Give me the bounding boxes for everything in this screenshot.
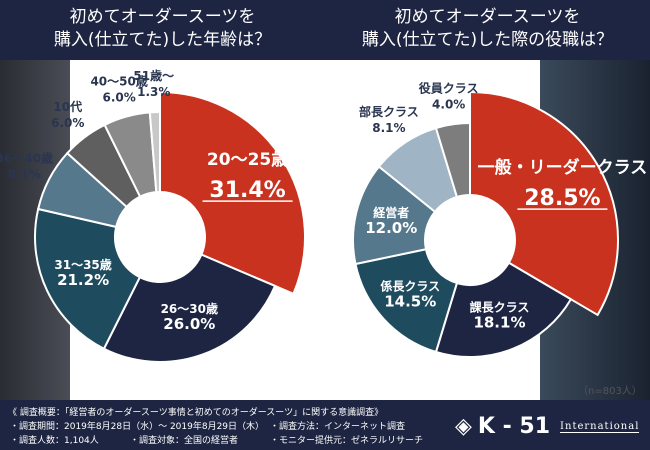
category-label: 係長クラス [380, 279, 440, 294]
category-label: 一般・リーダークラス [478, 157, 648, 178]
survey-period: ・調査期間：2019年8月28日（水）〜 2019年8月29日（木） [10, 422, 265, 432]
value-label: 21.2% [57, 271, 109, 289]
category-label: 31〜35歳 [54, 257, 111, 272]
category-label: 10代 [53, 99, 82, 114]
left-chart-title: 初めてオーダースーツを 購入(仕立てた)した年齢は？ [53, 7, 272, 50]
survey-target: ・調査対象：全国の経営者 [130, 436, 239, 446]
value-label: 6.0% [103, 91, 136, 105]
value-label: 18.1% [473, 313, 525, 331]
donut-slice [434, 121, 471, 199]
category-label: 20〜25歳 [207, 149, 288, 170]
donut-slice [354, 248, 459, 354]
donut-slice [102, 253, 277, 363]
header: 初めてオーダースーツを 購入(仕立てた)した年齢は？ 初めてオーダースーツを 購入(… [0, 0, 650, 60]
value-label: 28.5% [524, 186, 600, 211]
footer: 《 調査概要：「経営者のオーダースーツ事情と初めてのオーダースーツ」に関する意識… [0, 400, 650, 450]
category-label: 部長クラス [359, 104, 419, 119]
category-label: 役員クラス [419, 81, 479, 96]
value-label: 4.0% [432, 98, 465, 112]
survey-count: ・調査人数：1,104人 [10, 436, 99, 446]
value-label: 31.4% [209, 178, 285, 203]
survey-title: 《 調査概要：「経営者のオーダースーツ事情と初めてのオーダースーツ」に関する意識… [8, 408, 384, 418]
survey-method: ・調査方法：インターネット調査 [270, 422, 406, 432]
donut-slice [469, 90, 619, 317]
value-label: 8.1% [8, 167, 41, 181]
value-label: 14.5% [384, 293, 436, 311]
value-label: 1.3% [137, 85, 170, 99]
donut-slice [34, 207, 142, 351]
category-label: 51歳〜 [133, 68, 174, 83]
k51-logo: ◈ K - 51 International [455, 414, 640, 439]
category-label: 40〜50歳 [90, 74, 147, 89]
donut-slice [434, 261, 573, 358]
value-label: 6.0% [51, 116, 84, 130]
value-label: 26.0% [163, 315, 215, 333]
value-label: 8.1% [372, 121, 405, 135]
category-label: 26〜30歳 [161, 301, 218, 316]
category-label: 36〜40歳 [0, 150, 53, 165]
donut-slice [159, 90, 306, 296]
sample-size-note: （n=803人） [578, 386, 642, 397]
survey-provider: ・モニター提供元：ゼネラルリサーチ [270, 436, 424, 446]
diamond-icon: ◈ [455, 414, 472, 439]
category-label: 経営者 [373, 205, 409, 220]
category-label: 課長クラス [470, 299, 530, 314]
value-label: 12.0% [365, 219, 417, 237]
right-chart-title: 初めてオーダースーツを 購入(仕立てた)した際の役職は？ [361, 7, 614, 50]
donut-slice [148, 110, 161, 194]
